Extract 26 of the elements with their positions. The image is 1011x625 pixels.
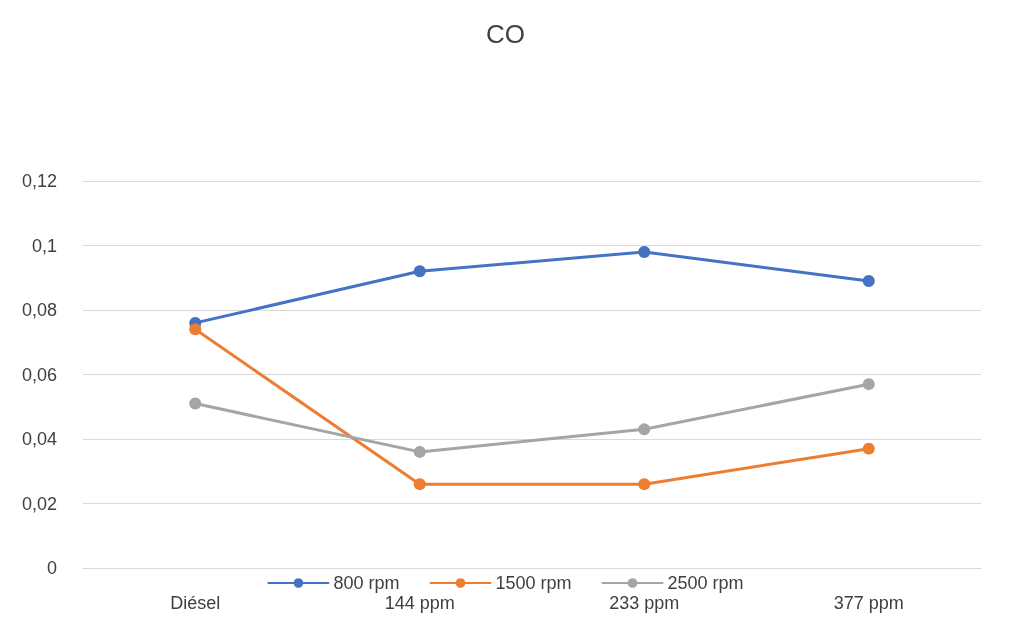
y-tick-label: 0,12 (21, 171, 57, 191)
point (862, 378, 875, 391)
point (638, 423, 651, 436)
point (862, 442, 875, 455)
point (638, 478, 651, 491)
point (413, 445, 426, 458)
point (862, 274, 875, 287)
point (413, 478, 426, 491)
y-tick-label: 0,02 (21, 493, 57, 514)
point (413, 265, 426, 278)
x-tick-label: Diésel (170, 593, 221, 613)
legend-label: 800 rpm (333, 573, 400, 593)
x-tick-label: 144 ppm (384, 593, 455, 613)
y-tick-label: 0,06 (21, 364, 57, 385)
chart-title: CO (486, 19, 525, 49)
legend-label: 1500 rpm (495, 573, 572, 593)
legend-label: 2500 rpm (667, 573, 744, 593)
x-tick-label: 377 ppm (833, 593, 904, 613)
y-tick-label: 0,1 (31, 235, 57, 256)
point (189, 397, 202, 410)
point (189, 323, 202, 336)
y-tick-label: 0,08 (21, 300, 57, 320)
point (638, 245, 651, 258)
x-tick-label: 233 ppm (609, 593, 680, 613)
y-tick-label: 0 (46, 558, 57, 578)
y-tick-label: 0,04 (21, 429, 57, 449)
